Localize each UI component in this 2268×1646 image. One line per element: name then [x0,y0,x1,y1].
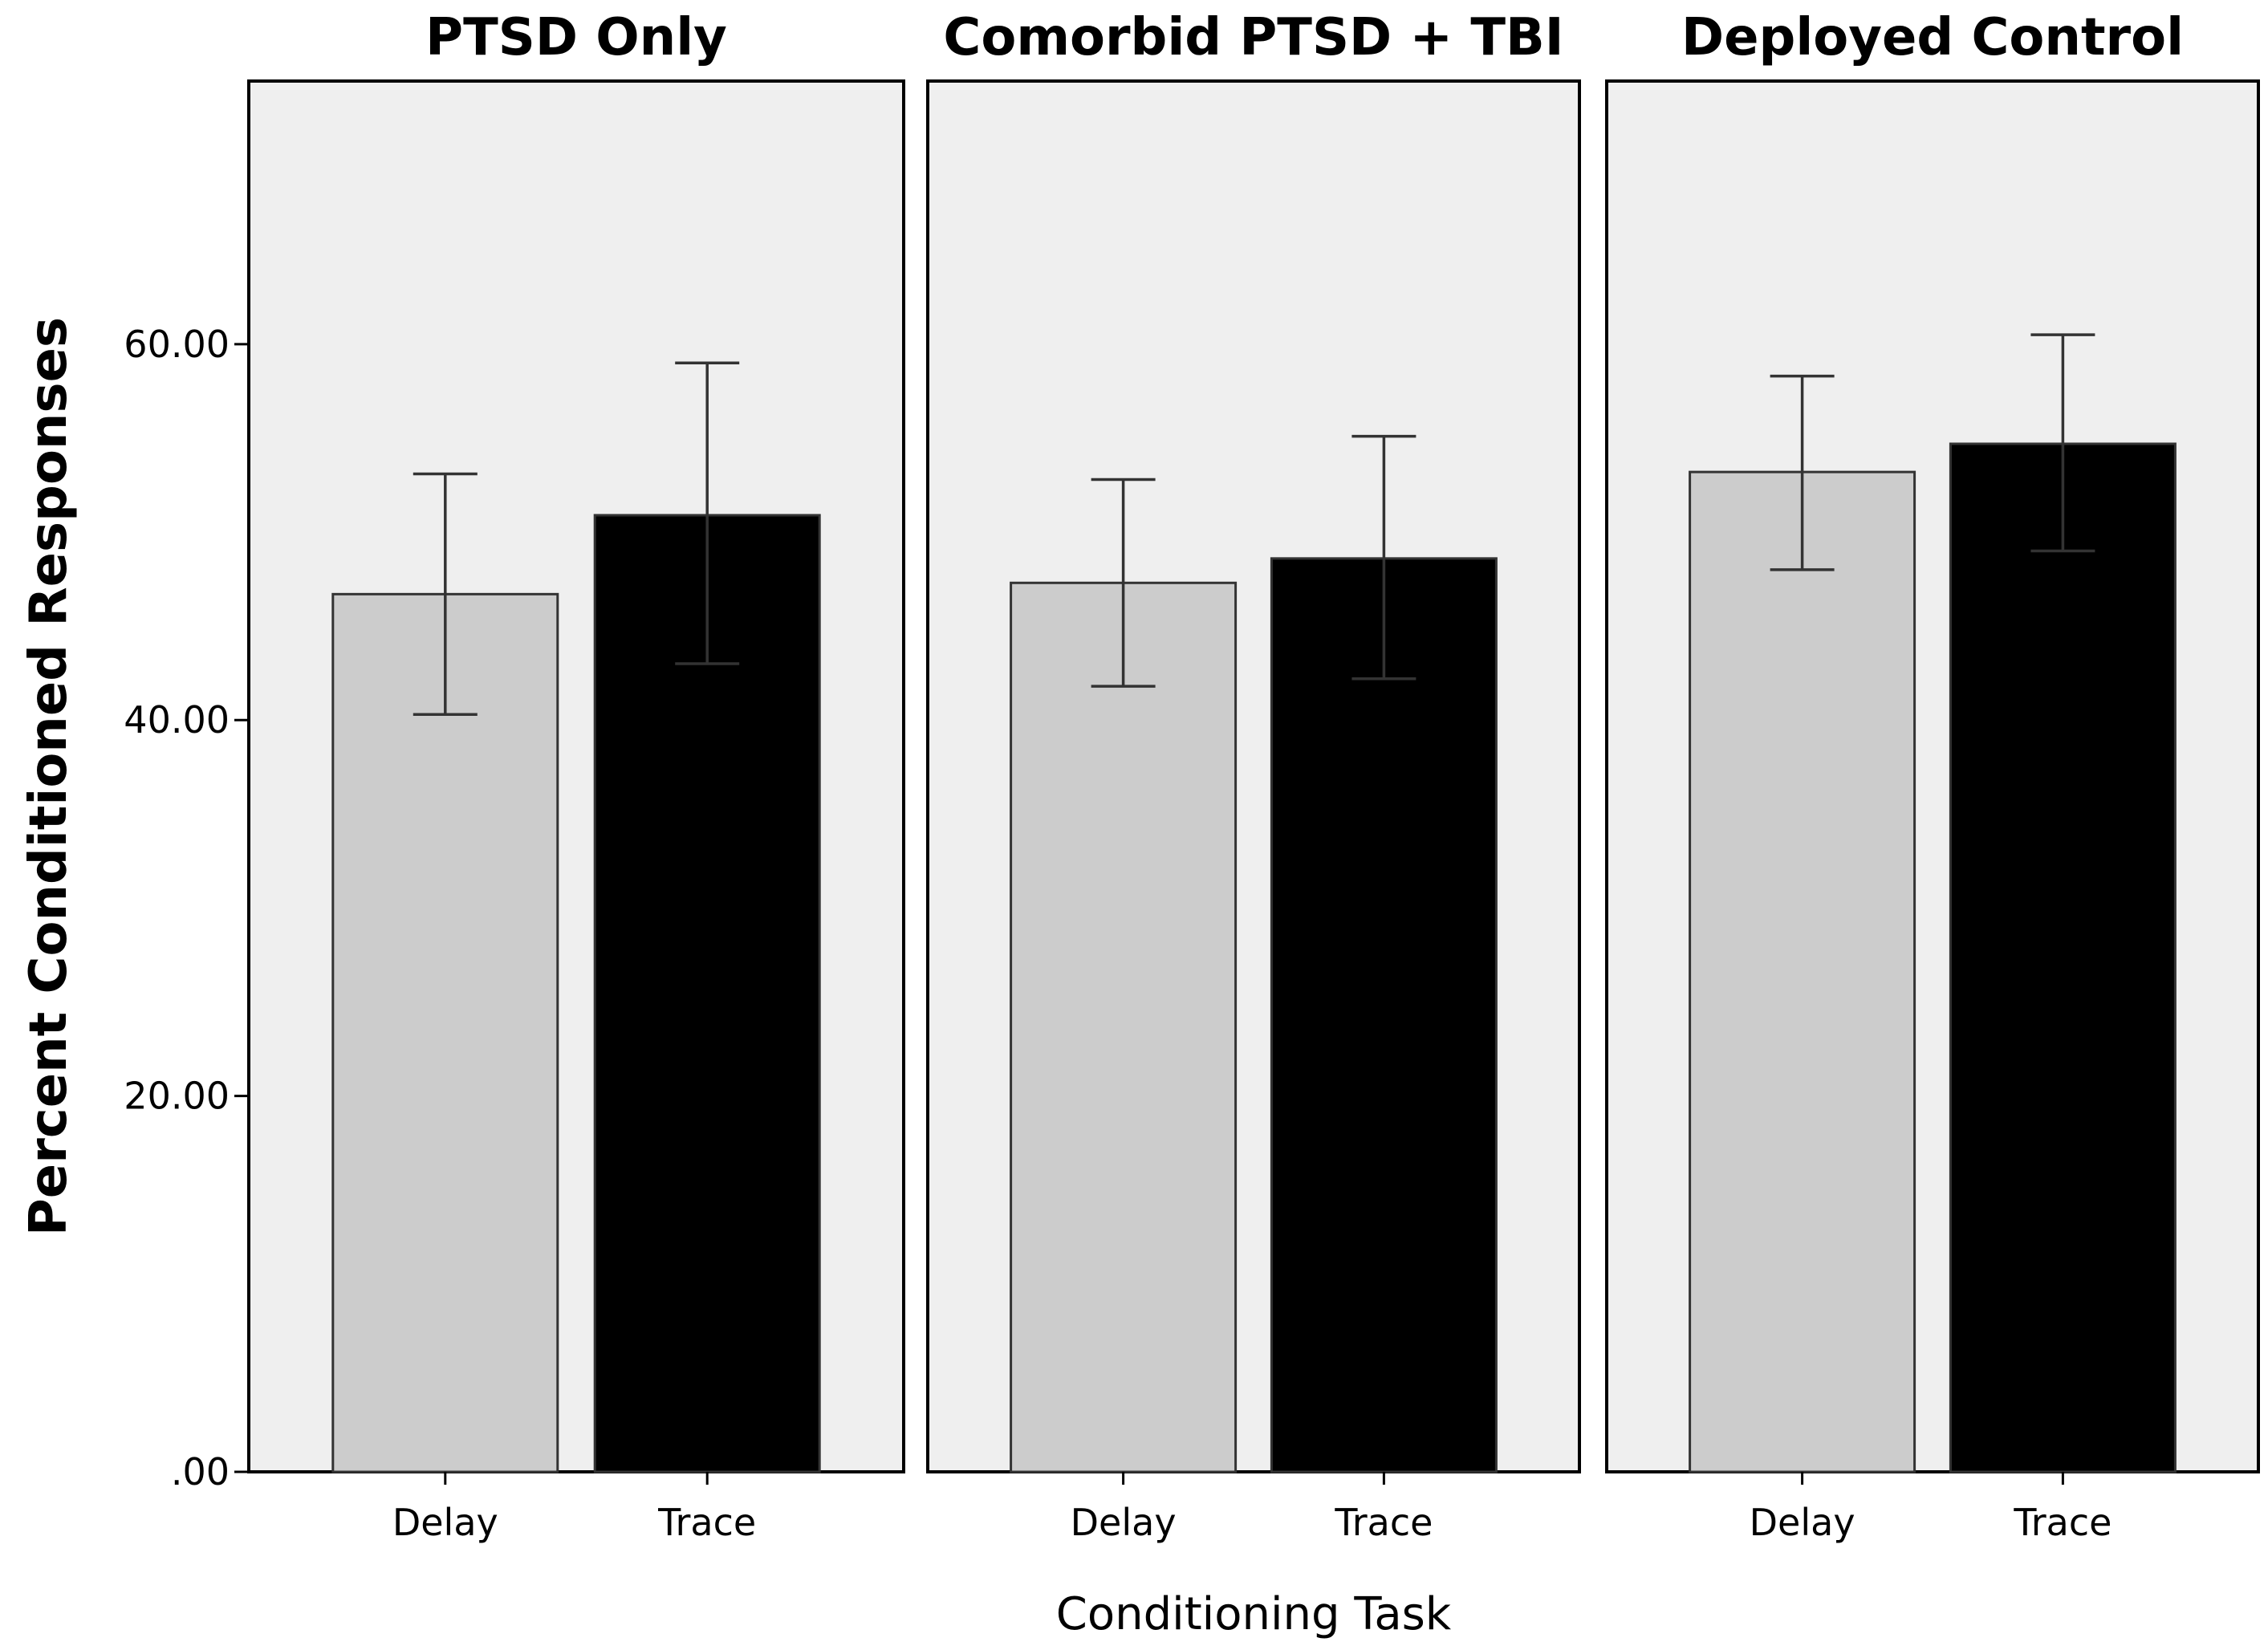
panel-2: Comorbid PTSD + TBI Delay Trace [926,8,1581,1544]
bar-delay [1010,581,1238,1473]
x-tick-label: Trace [657,1501,756,1544]
x-tick-label: Delay [1750,1501,1855,1544]
bar-trace [1270,557,1498,1473]
bar-trace [593,514,821,1473]
x-tick-label: Delay [1071,1501,1177,1544]
panel-3: Deployed Control Delay Trace [1605,8,2260,1544]
y-axis: .00 20.00 40.00 60.00 [124,323,249,1494]
panels-layer: PTSD Only Delay Trace Comorbid PTSD + TBI De… [247,8,2260,1544]
bar-trace [1949,442,2177,1473]
panel-1: PTSD Only Delay Trace [247,8,905,1544]
x-tick-label: Trace [1334,1501,1433,1544]
x-axis-title: Conditioning Task [1056,1588,1452,1640]
y-tick-label: .00 [171,1450,230,1494]
panel-title: PTSD Only [425,8,727,67]
panel-title: Deployed Control [1681,8,2184,67]
y-axis-title: Percent Conditioned Responses [19,317,79,1236]
bar-delay [1689,470,1916,1473]
y-tick-label: 20.00 [124,1075,230,1118]
x-tick-label: Delay [392,1501,498,1544]
x-tick-label: Trace [2013,1501,2112,1544]
y-tick-label: 60.00 [124,323,230,366]
panel-title: Comorbid PTSD + TBI [943,8,1563,67]
bar-delay [331,592,559,1473]
y-tick-label: 40.00 [124,698,230,742]
